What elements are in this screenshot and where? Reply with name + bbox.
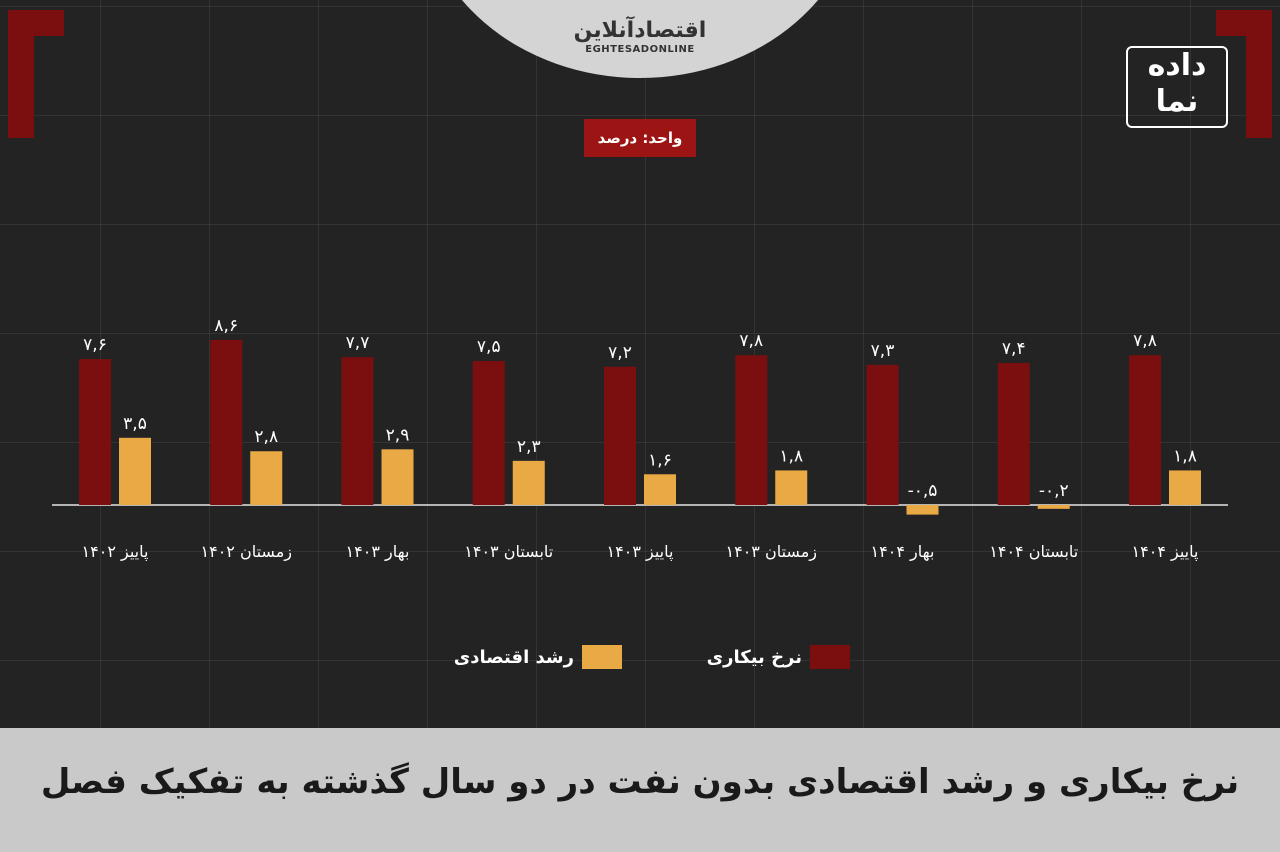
data-label: ۱,۶ — [648, 450, 672, 470]
data-label: ۷,۶ — [83, 335, 107, 355]
data-label: -۰,۲ — [1039, 481, 1069, 501]
left-bracket-decoration — [8, 10, 64, 138]
data-label: ۱,۸ — [1173, 446, 1197, 466]
brand-line-2: نما — [1155, 84, 1199, 119]
data-label: ۳,۵ — [123, 414, 147, 434]
data-label: ۷,۵ — [477, 337, 501, 357]
bar-growth — [381, 449, 414, 505]
bar-growth — [906, 505, 939, 515]
bar-unemployment — [997, 362, 1030, 505]
unit-badge: واحد: درصد — [584, 119, 696, 157]
brand-line-1: داده — [1147, 48, 1207, 83]
legend-label-growth: رشد اقتصادی — [454, 647, 574, 668]
footer-band — [0, 728, 1280, 852]
data-label: ۷,۸ — [1133, 331, 1157, 351]
bar-unemployment — [1129, 355, 1161, 505]
category-label: بهار ۱۴۰۴ — [871, 542, 935, 562]
data-label: ۲,۸ — [254, 427, 278, 447]
data-label: -۰,۵ — [908, 481, 938, 501]
category-label: زمستان ۱۴۰۲ — [201, 542, 292, 562]
data-label: ۲,۳ — [517, 437, 541, 457]
category-label: زمستان ۱۴۰۳ — [726, 542, 817, 562]
data-label: ۱,۸ — [779, 446, 803, 466]
bar-unemployment — [79, 359, 111, 505]
logo: اقتصادآنلاین EGHTESADONLINE — [520, 18, 760, 56]
bar-growth — [1169, 470, 1201, 505]
bar-unemployment — [604, 366, 636, 505]
brand-logo: داده نما — [1126, 46, 1228, 128]
bar-unemployment — [210, 339, 243, 505]
category-label: بهار ۱۴۰۳ — [346, 542, 410, 562]
bar-chart: ۷,۶ ۳,۵ پاییز ۱۴۰۲ ۸,۶ ۲,۸ زمستان ۱۴۰۲ ۷,۷ ۲,۹ ب… — [52, 316, 1228, 669]
bar-growth — [119, 437, 151, 505]
legend-label-unemployment: نرخ بیکاری — [707, 647, 802, 668]
category-label: پاییز ۱۴۰۳ — [607, 542, 674, 562]
logo-fa-text: اقتصادآنلاین — [573, 18, 707, 43]
data-label: ۲,۹ — [386, 425, 410, 445]
legend-swatch-unemployment — [810, 645, 850, 669]
data-label: ۷,۳ — [871, 341, 895, 361]
bar-growth — [512, 460, 545, 505]
category-label: تابستان ۱۴۰۳ — [464, 542, 553, 561]
bar-unemployment — [472, 361, 505, 505]
category-label: تابستان ۱۴۰۴ — [989, 542, 1078, 561]
bar-unemployment — [735, 355, 768, 505]
right-bracket-decoration — [1216, 10, 1272, 138]
data-label: ۸,۶ — [214, 316, 238, 336]
data-label: ۷,۲ — [608, 343, 632, 363]
category-label: پاییز ۱۴۰۴ — [1132, 542, 1199, 562]
logo-en-text: EGHTESADONLINE — [585, 44, 695, 55]
data-label: ۷,۸ — [739, 331, 763, 351]
data-label: ۷,۷ — [346, 333, 370, 353]
bar-unemployment — [866, 364, 899, 505]
category-label: پاییز ۱۴۰۲ — [82, 542, 149, 562]
bar-growth — [1037, 505, 1070, 509]
legend-swatch-growth — [582, 645, 622, 669]
bar-growth — [644, 474, 676, 505]
data-label: ۷,۴ — [1002, 339, 1026, 359]
bar-growth — [250, 451, 283, 505]
bar-unemployment — [341, 357, 374, 505]
bar-growth — [775, 470, 808, 505]
chart-title: نرخ بیکاری و رشد اقتصادی بدون نفت در دو … — [40, 762, 1240, 802]
